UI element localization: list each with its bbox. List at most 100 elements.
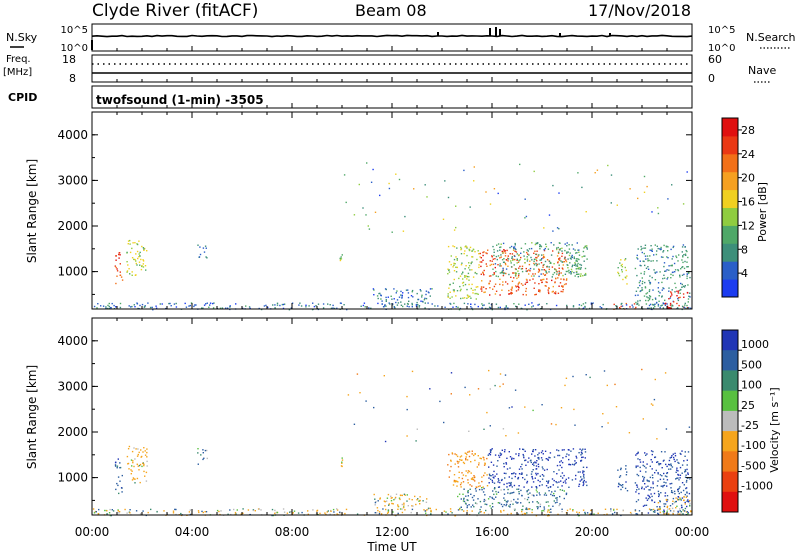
echo-pixel: [547, 511, 549, 513]
echo-pixel: [459, 290, 462, 292]
echo-pixel: [459, 507, 461, 510]
echo-pixel: [521, 513, 524, 516]
echo-pixel: [492, 288, 494, 290]
echo-pixel: [680, 268, 682, 270]
echo-pixel: [659, 306, 661, 309]
echo-pixel: [641, 251, 643, 254]
echo-pixel: [416, 499, 418, 501]
echo-pixel: [686, 459, 688, 461]
echo-pixel: [644, 287, 647, 289]
echo-pixel: [206, 457, 208, 460]
echo-pixel: [401, 297, 403, 299]
echo-pixel: [411, 304, 413, 306]
echo-pixel: [384, 505, 386, 507]
echo-pixel: [671, 490, 673, 492]
echo-pixel: [681, 259, 683, 261]
echo-pixel: [578, 304, 581, 306]
echo-pixel: [539, 244, 541, 246]
echo-pixel: [543, 256, 546, 259]
echo-pixel: [678, 462, 680, 464]
echo-pixel: [492, 263, 495, 266]
echo-pixel: [497, 486, 500, 488]
echo-pixel: [643, 191, 646, 193]
echo-pixel: [586, 466, 588, 469]
echo-pixel: [545, 271, 547, 274]
echo-pixel: [537, 271, 540, 273]
echo-pixel: [544, 492, 547, 494]
echo-pixel: [464, 276, 466, 278]
echo-pixel: [398, 296, 401, 298]
echo-pixel: [556, 255, 559, 257]
echo-pixel: [554, 490, 556, 492]
echo-pixel: [558, 469, 560, 471]
echo-pixel: [124, 508, 126, 511]
echo-pixel: [669, 302, 672, 305]
echo-pixel: [424, 184, 426, 186]
echo-pixel: [555, 277, 557, 280]
echo-pixel: [447, 296, 449, 298]
echo-pixel: [512, 503, 514, 505]
echo-pixel: [219, 307, 222, 309]
echo-pixel: [687, 266, 689, 268]
echo-pixel: [299, 302, 301, 304]
echo-pixel: [663, 262, 666, 264]
echo-pixel: [584, 302, 587, 304]
echo-pixel: [134, 482, 136, 484]
echo-pixel: [541, 510, 543, 512]
echo-pixel: [635, 513, 637, 515]
echo-pixel: [571, 264, 574, 266]
echo-pixel: [282, 303, 285, 306]
echo-pixel: [557, 251, 560, 253]
echo-pixel: [492, 474, 494, 476]
echo-pixel: [639, 280, 641, 282]
echo-pixel: [418, 500, 420, 502]
echo-pixel: [659, 271, 661, 273]
echo-pixel: [686, 273, 689, 275]
echo-pixel: [479, 457, 481, 459]
echo-pixel: [248, 306, 251, 308]
echo-pixel: [529, 460, 532, 462]
echo-pixel: [454, 263, 456, 265]
echo-pixel: [470, 472, 472, 474]
echo-pixel: [340, 302, 342, 304]
echo-pixel: [425, 293, 427, 296]
echo-pixel: [428, 292, 430, 294]
echo-pixel: [147, 511, 149, 514]
echo-pixel: [550, 262, 552, 264]
echo-pixel: [536, 487, 538, 489]
echo-pixel: [159, 303, 161, 305]
echo-pixel: [536, 460, 538, 462]
echo-pixel: [533, 464, 535, 467]
echo-pixel: [501, 259, 504, 261]
echo-pixel: [116, 275, 118, 277]
echo-pixel: [664, 495, 666, 497]
echo-pixel: [407, 296, 410, 299]
echo-pixel: [574, 478, 577, 480]
echo-pixel: [510, 266, 513, 268]
echo-pixel: [127, 264, 129, 266]
echo-pixel: [539, 289, 541, 291]
echo-pixel: [477, 455, 479, 457]
echo-pixel: [677, 477, 679, 479]
echo-pixel: [538, 492, 540, 494]
echo-pixel: [640, 265, 642, 267]
echo-pixel: [537, 479, 539, 482]
echo-pixel: [454, 453, 456, 455]
echo-pixel: [639, 264, 641, 267]
echo-pixel: [651, 303, 654, 306]
echo-pixel: [545, 281, 547, 283]
echo-pixel: [668, 468, 670, 470]
echo-pixel: [659, 511, 662, 514]
echo-pixel: [481, 476, 483, 478]
echo-pixel: [532, 305, 534, 307]
echo-pixel: [161, 303, 163, 305]
echo-pixel: [637, 465, 639, 467]
echo-pixel: [671, 184, 673, 186]
echo-pixel: [127, 240, 130, 242]
echo-pixel: [499, 452, 501, 454]
echo-pixel: [420, 300, 422, 302]
echo-pixel: [501, 252, 504, 254]
echo-pixel: [539, 248, 541, 250]
echo-pixel: [521, 463, 523, 466]
echo-pixel: [686, 511, 689, 513]
